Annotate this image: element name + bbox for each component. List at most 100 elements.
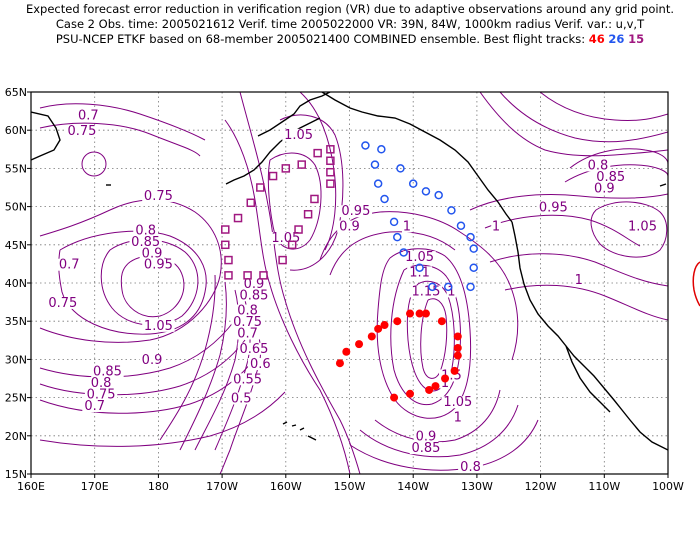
contour-line xyxy=(267,152,322,250)
contour-value-label: 0.9 xyxy=(594,181,615,196)
track-15-point xyxy=(221,240,230,250)
contour-label-background xyxy=(403,251,436,264)
track-15-point xyxy=(310,194,319,204)
x-tick-label: 180 xyxy=(148,480,169,493)
y-tick-label: 15N xyxy=(5,468,27,481)
contour-line xyxy=(479,92,668,157)
track-26-point xyxy=(469,263,478,272)
track-26-point xyxy=(434,190,443,200)
contour-value-label: 0.7 xyxy=(78,109,99,124)
coastline-alaska-gulf xyxy=(321,92,513,223)
contour-label-background xyxy=(46,296,80,309)
contour-label-background xyxy=(337,220,362,233)
contour-label-background xyxy=(409,442,443,455)
track-46-point xyxy=(367,332,376,341)
track-15-point xyxy=(303,209,313,219)
coastline-baja xyxy=(565,345,611,413)
track-15-point xyxy=(256,183,265,192)
track-26-point xyxy=(370,160,380,169)
track-26-point xyxy=(469,244,478,253)
track-26-point xyxy=(377,145,386,154)
coastline-us-west xyxy=(511,221,668,451)
contour-value-label: 0.85 xyxy=(239,288,268,303)
contour-value-label: 0.65 xyxy=(239,342,268,357)
contour-label-background xyxy=(82,400,108,413)
contour-value-label: 1.05 xyxy=(271,231,300,246)
contour-line xyxy=(569,148,668,169)
contour-label-background xyxy=(441,396,474,409)
contour-line xyxy=(39,199,222,343)
contour-line xyxy=(279,114,344,271)
contour-label-background xyxy=(133,224,159,237)
track-46-point xyxy=(453,351,462,360)
contour-value-label: 1 xyxy=(403,220,411,235)
contour-value-label: 1.05 xyxy=(443,395,472,410)
contour-label-background xyxy=(594,170,627,183)
contour-label-background xyxy=(241,277,267,290)
track-46-point xyxy=(342,347,351,356)
track-26-point xyxy=(466,282,475,292)
track-15-point xyxy=(221,225,230,234)
contour-label-background xyxy=(409,285,443,298)
track-15-point xyxy=(326,179,335,188)
island-small-2 xyxy=(659,183,667,187)
contour-value-label: 0.6 xyxy=(250,357,271,372)
y-tick-label: 25N xyxy=(5,392,27,405)
x-tick-label: 130W xyxy=(461,480,493,493)
verification-region-circle xyxy=(692,261,700,307)
lat-lon-grid xyxy=(27,91,669,478)
title-line-2: Case 2 Obs. time: 2005021612 Verif. time… xyxy=(55,17,645,31)
x-tick-label: 150W xyxy=(334,480,366,493)
track-26-point xyxy=(421,187,431,196)
track-26-point xyxy=(373,179,383,188)
contour-label-background xyxy=(407,266,432,279)
contour-line xyxy=(459,231,519,361)
contour-line xyxy=(564,164,668,183)
contour-line xyxy=(329,231,456,276)
x-tick-label: 100W xyxy=(652,480,684,493)
contour-value-label: 0.85 xyxy=(93,365,122,380)
y-tick-label: 60N xyxy=(5,124,27,137)
contour-label-background xyxy=(282,128,315,141)
track-46-point xyxy=(390,393,399,402)
contour-line xyxy=(319,211,461,261)
x-tick-label: 170W xyxy=(206,480,238,493)
contour-value-label: 1.05 xyxy=(405,250,434,265)
contour-label-background xyxy=(139,247,165,260)
contour-value-label: 0.75 xyxy=(48,296,77,311)
contour-line xyxy=(39,122,201,157)
contour-value-label: 0.9 xyxy=(339,220,360,235)
track-15-point xyxy=(313,148,322,158)
contour-label-background xyxy=(458,461,483,474)
contour-value-label: 0.55 xyxy=(233,372,262,387)
contour-line xyxy=(39,103,206,141)
track-26-point xyxy=(466,232,475,242)
y-tick-label: 35N xyxy=(5,315,27,328)
contour-label-background xyxy=(247,358,273,371)
contour-value-label: 0.85 xyxy=(411,441,440,456)
x-tick-label: 110W xyxy=(588,480,620,493)
track-46-point xyxy=(453,332,462,341)
track-15-point xyxy=(243,271,252,280)
track-15-point xyxy=(278,255,287,265)
aleutian-islands xyxy=(225,117,321,185)
x-tick-label: 160E xyxy=(17,480,45,493)
contour-line xyxy=(489,253,668,287)
track-15-point xyxy=(224,271,233,280)
track-26-point xyxy=(456,221,466,230)
contour-value-label: 0.7 xyxy=(237,326,258,341)
track-26-point xyxy=(389,217,399,227)
contour-value-label: 1 xyxy=(454,411,462,426)
contour-label-background xyxy=(446,285,457,298)
track-46-point xyxy=(425,385,434,394)
contour-value-label: 0.85 xyxy=(596,170,625,185)
contour-line xyxy=(469,193,668,211)
contour-label-background xyxy=(452,411,463,424)
track-15-point xyxy=(297,160,306,169)
contour-value-label: 0.8 xyxy=(237,304,258,319)
contour-line xyxy=(359,404,519,458)
y-tick-label: 20N xyxy=(5,430,27,443)
contour-value-label: 0.8 xyxy=(460,460,481,475)
track-26-point xyxy=(408,179,418,188)
coastline-siberia xyxy=(31,111,61,161)
